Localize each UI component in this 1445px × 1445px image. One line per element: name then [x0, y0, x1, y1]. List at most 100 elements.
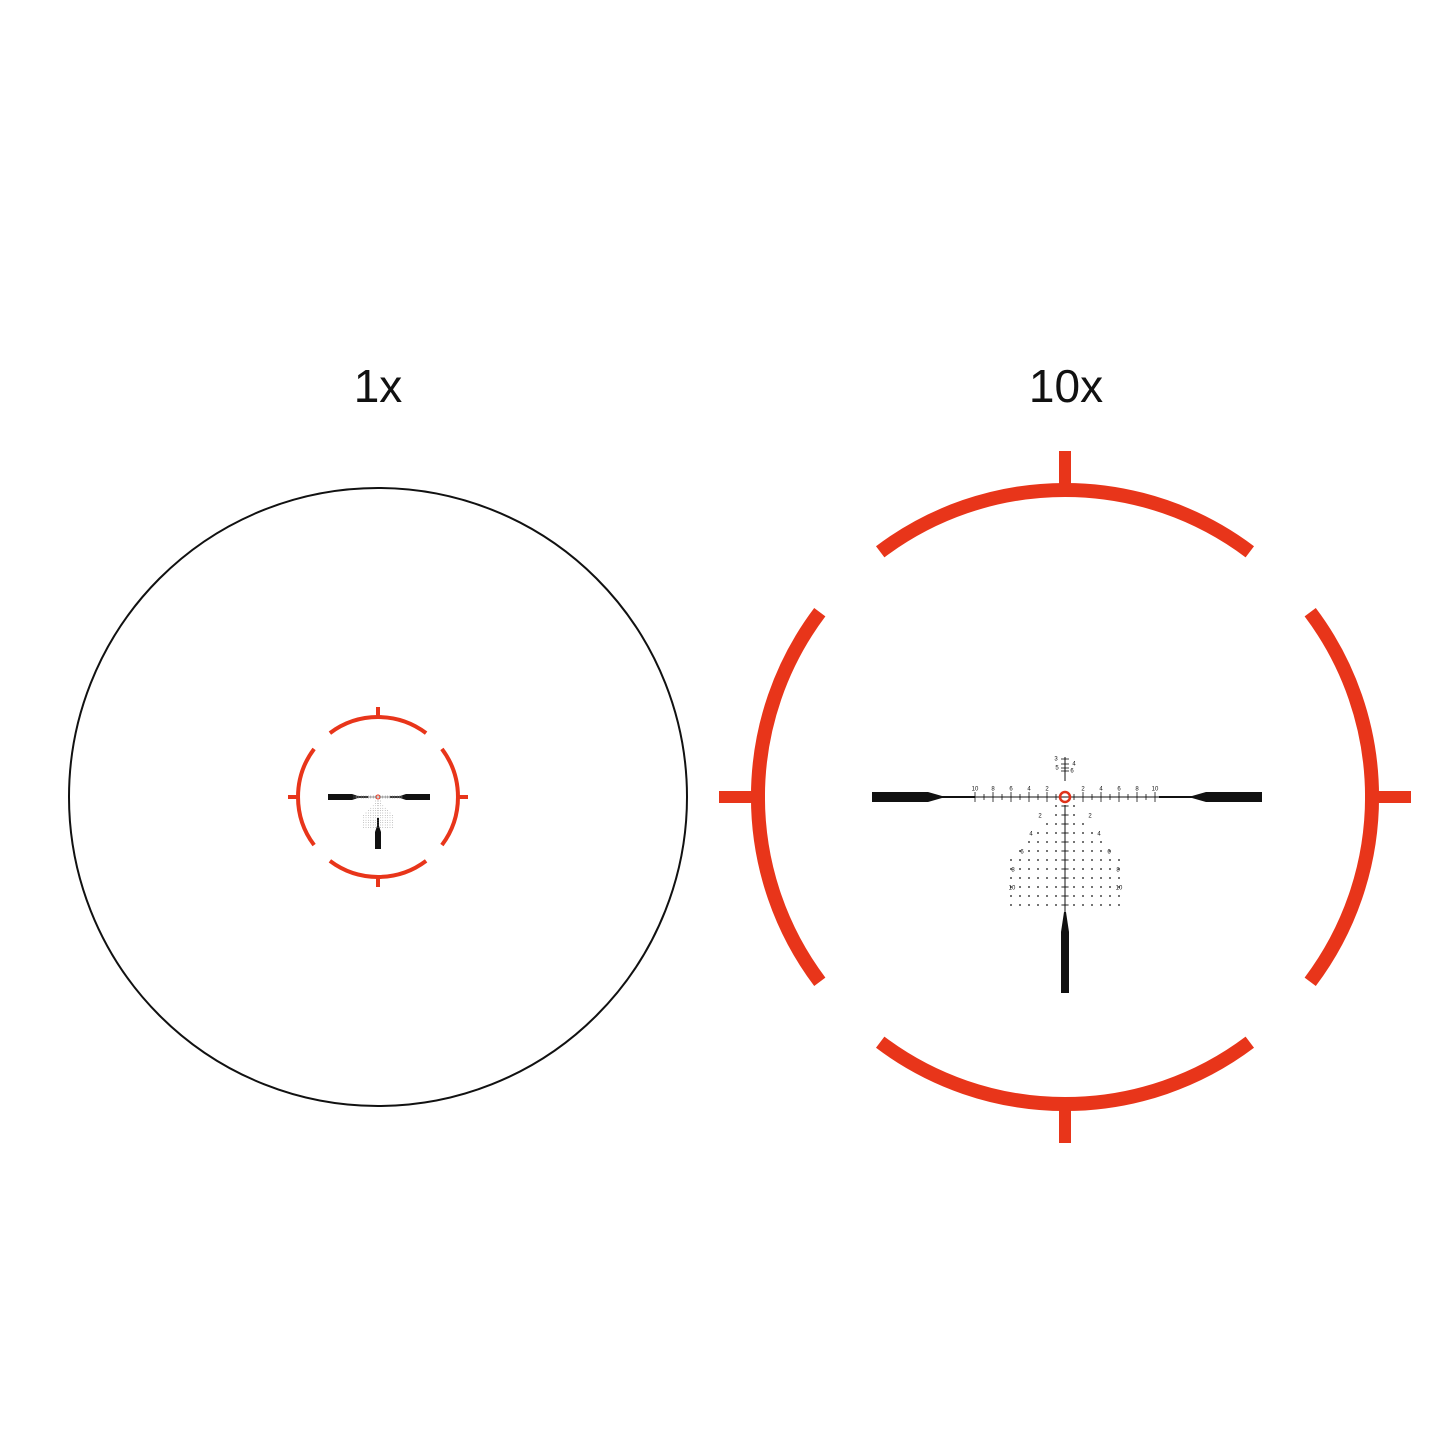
holdover-dot [387, 822, 388, 823]
holdover-dot [1109, 904, 1111, 906]
holdover-dot [370, 815, 372, 816]
holdover-dot [1073, 832, 1075, 834]
holdover-dot [384, 817, 386, 819]
holdover-dot [372, 807, 374, 809]
post [1061, 912, 1069, 993]
holdover-dot [380, 824, 381, 826]
ring-arc [440, 747, 460, 847]
view-label: 1x [354, 360, 403, 412]
holdover-dot [1019, 859, 1021, 861]
holdover-dot [380, 812, 381, 814]
holdover-dot [1037, 850, 1039, 852]
windage-number: 4 [1027, 787, 1031, 793]
holdover-dot [392, 817, 393, 819]
holdover-dot [370, 810, 372, 811]
holdover-dot [365, 827, 367, 828]
holdover-dot [372, 815, 374, 816]
holdover-dot [1019, 895, 1021, 897]
holdover-number: 6 [1107, 850, 1111, 856]
holdover-dot [380, 822, 381, 823]
holdover-dot [368, 819, 369, 821]
holdover-dot [1118, 868, 1120, 870]
holdover-dot [1109, 886, 1111, 888]
holdover-dot [1100, 841, 1102, 843]
holdover-dot [1082, 886, 1084, 888]
holdover-dot [1055, 805, 1057, 807]
holdover-dot [1073, 805, 1075, 807]
holdover-dot [1091, 859, 1093, 861]
holdover-dot [382, 819, 384, 821]
holdover-dot [387, 810, 388, 811]
holdover-dot [363, 824, 364, 826]
holdover-dot [368, 824, 369, 826]
holdover-number: 8 [1116, 868, 1120, 874]
holdover-dot [380, 805, 381, 807]
holdover-dot [382, 822, 384, 823]
stadia-number: 3 [1054, 757, 1058, 763]
holdover-dot [389, 827, 391, 828]
post [328, 794, 368, 800]
holdover-dot [1046, 868, 1048, 870]
holdover-dot [384, 827, 386, 828]
post [872, 792, 975, 802]
holdover-dot [1010, 886, 1012, 888]
holdover-dot [375, 805, 376, 807]
holdover-dot [370, 819, 372, 821]
holdover-dot [384, 810, 386, 811]
holdover-dot [382, 812, 384, 814]
holdover-dot [1100, 886, 1102, 888]
holdover-dot [382, 817, 384, 819]
holdover-dot [1082, 895, 1084, 897]
holdover-dot [1100, 895, 1102, 897]
holdover-dot [1046, 895, 1048, 897]
holdover-dot [1100, 850, 1102, 852]
holdover-dot [380, 817, 381, 819]
holdover-dot [380, 815, 381, 816]
holdover-dot [365, 819, 367, 821]
holdover-dot [1019, 868, 1021, 870]
view-label: 10x [1029, 360, 1103, 412]
holdover-dot [1073, 859, 1075, 861]
holdover-dot [1082, 823, 1084, 825]
holdover-dot [1118, 886, 1120, 888]
holdover-number: 8 [1011, 868, 1015, 874]
windage-number: 8 [1135, 787, 1139, 793]
holdover-dot [1118, 859, 1120, 861]
holdover-dot [370, 812, 372, 814]
holdover-dot [372, 819, 374, 821]
holdover-dot [384, 824, 386, 826]
holdover-dot [382, 805, 384, 807]
holdover-dot [1010, 868, 1012, 870]
holdover-dot [375, 812, 376, 814]
holdover-dot [384, 812, 386, 814]
windage-number: 6 [1009, 787, 1013, 793]
holdover-dot [1055, 832, 1057, 834]
holdover-dot [375, 807, 376, 809]
holdover-dot [1019, 850, 1021, 852]
holdover-dot [1118, 877, 1120, 879]
holdover-dot [382, 824, 384, 826]
holdover-dot [1100, 904, 1102, 906]
holdover-dot [1055, 841, 1057, 843]
holdover-dot [389, 819, 391, 821]
holdover-dot [372, 822, 374, 823]
holdover-dot [370, 807, 372, 809]
holdover-dot [1037, 877, 1039, 879]
holdover-dot [1091, 877, 1093, 879]
ring-arc [328, 859, 428, 879]
holdover-dot [1037, 868, 1039, 870]
holdover-dot [382, 827, 384, 828]
holdover-dot [1109, 859, 1111, 861]
ring-arc [296, 747, 316, 847]
center-dot [375, 794, 381, 800]
holdover-dot [380, 803, 381, 804]
holdover-dot [1100, 868, 1102, 870]
holdover-dot [1100, 859, 1102, 861]
windage-number: 6 [1117, 787, 1121, 793]
holdover-dot [389, 815, 391, 816]
holdover-dot [1055, 886, 1057, 888]
windage-number: 10 [1152, 787, 1159, 793]
